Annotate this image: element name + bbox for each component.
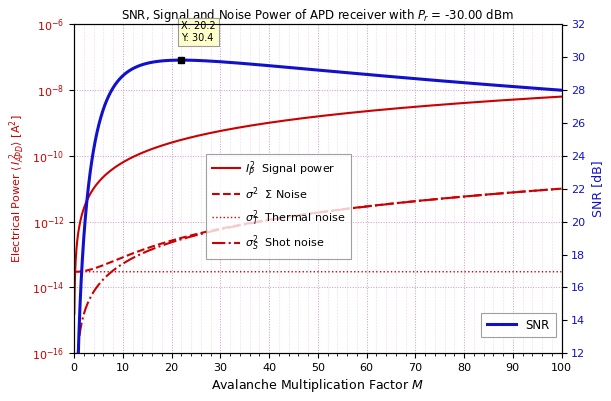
Y-axis label: Electrical Power $\langle\,I_{APD}^{\;2}\rangle$ [A$^2$]: Electrical Power $\langle\,I_{APD}^{\;2}… [7, 115, 26, 263]
Title: SNR, Signal and Noise Power of APD receiver with $P_{\!\mathit{r}}$ = -30.00 dBm: SNR, Signal and Noise Power of APD recei… [122, 7, 514, 24]
X-axis label: Avalanche Multiplication Factor $M$: Avalanche Multiplication Factor $M$ [211, 377, 424, 394]
Legend: SNR: SNR [481, 313, 555, 337]
Legend: $I_P^2$  Signal power, $\sigma^2$  $\Sigma$ Noise, $\sigma_T^2$  Thermal noise, : $I_P^2$ Signal power, $\sigma^2$ $\Sigma… [207, 154, 351, 259]
Y-axis label: SNR [dB]: SNR [dB] [591, 160, 604, 217]
Text: X: 20.2
Y: 30.4: X: 20.2 Y: 30.4 [181, 21, 216, 43]
